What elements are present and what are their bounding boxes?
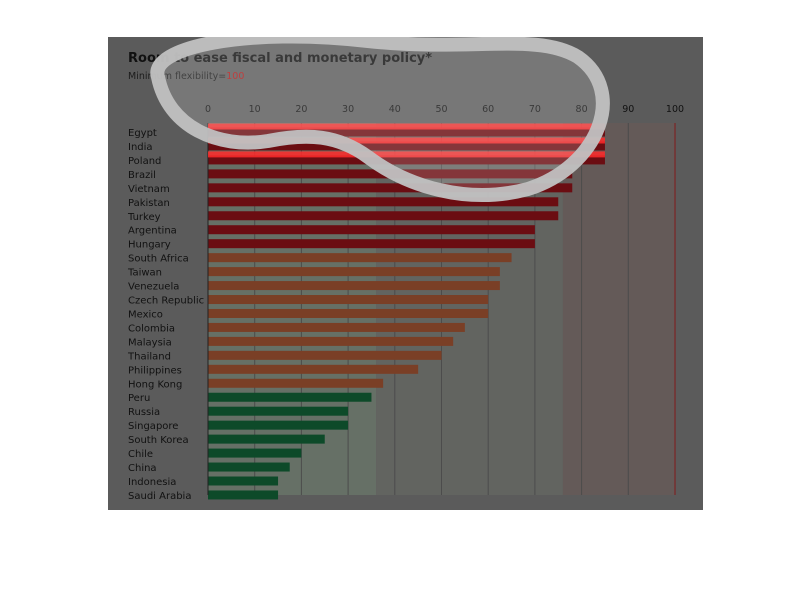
chart-title: Room to ease fiscal and monetary policy* <box>128 51 432 66</box>
x-tick-label-10: 10 <box>249 104 261 115</box>
x-tick-label-60: 60 <box>482 104 494 115</box>
category-label-egypt: Egypt <box>128 128 157 139</box>
bar-south-korea <box>208 434 325 444</box>
bar-russia <box>208 406 349 416</box>
category-label-south-africa: South Africa <box>128 254 189 265</box>
category-label-hong-kong: Hong Kong <box>128 379 182 390</box>
category-label-hungary: Hungary <box>128 240 171 251</box>
subtitle-value: 100 <box>226 71 244 82</box>
x-tick-label-70: 70 <box>529 104 541 115</box>
bar-venezuela <box>208 281 500 291</box>
bar-thailand <box>208 350 442 360</box>
category-label-venezuela: Venezuela <box>128 282 179 293</box>
category-label-taiwan: Taiwan <box>127 268 162 279</box>
category-label-south-korea: South Korea <box>128 435 189 446</box>
bar-china <box>208 462 290 472</box>
category-label-chile: Chile <box>128 449 153 460</box>
category-label-china: China <box>128 463 157 474</box>
bar-mexico <box>208 308 489 318</box>
bar-indonesia <box>208 476 279 486</box>
bar-argentina <box>208 225 535 235</box>
bar-taiwan <box>208 267 500 277</box>
subtitle-text: Minimum flexibility= <box>128 71 226 82</box>
highlight-stripe-1 <box>208 123 605 130</box>
bar-saudi-arabia <box>208 490 279 500</box>
bar-peru <box>208 392 372 402</box>
category-label-saudi-arabia: Saudi Arabia <box>128 491 191 502</box>
bar-malaysia <box>208 336 454 346</box>
category-label-mexico: Mexico <box>128 309 163 320</box>
category-label-vietnam: Vietnam <box>128 184 170 195</box>
bar-hungary <box>208 239 535 249</box>
x-tick-label-80: 80 <box>576 104 588 115</box>
x-tick-label-30: 30 <box>342 104 354 115</box>
bar-poland <box>208 155 605 165</box>
annotation-outline <box>150 37 610 202</box>
bar-vietnam <box>208 183 573 193</box>
bar-pakistan <box>208 197 559 207</box>
bar-egypt <box>208 127 605 137</box>
bar-singapore <box>208 420 349 430</box>
chart-panel: Room to ease fiscal and monetary policy*… <box>108 37 703 510</box>
bar-south-africa <box>208 253 512 263</box>
category-label-singapore: Singapore <box>128 421 178 432</box>
category-label-malaysia: Malaysia <box>128 337 172 348</box>
category-label-indonesia: Indonesia <box>128 477 176 488</box>
bar-hong-kong <box>208 378 384 388</box>
x-tick-label-20: 20 <box>295 104 307 115</box>
bar-philippines <box>208 364 419 374</box>
background-band-3 <box>562 123 675 495</box>
chart-plot: 0 10 20 30 40 50 60 70 80 90 100 Egypt India Poland Br… <box>127 37 684 502</box>
bar-czech-republic <box>208 295 489 305</box>
chart-subtitle: Minimum flexibility=100 <box>128 71 244 82</box>
highlight-stripe-3 <box>208 151 605 158</box>
x-tick-label-100: 100 <box>666 104 684 115</box>
category-label-colombia: Colombia <box>128 323 175 334</box>
category-label-peru: Peru <box>128 393 150 404</box>
bar-chile <box>208 448 302 458</box>
category-label-czech-republic: Czech Republic <box>128 296 204 307</box>
highlight-stripe-2 <box>208 137 605 144</box>
x-tick-label-90: 90 <box>622 104 634 115</box>
category-label-philippines: Philippines <box>128 365 182 376</box>
category-label-russia: Russia <box>128 407 160 418</box>
bar-colombia <box>208 322 465 332</box>
x-tick-label-50: 50 <box>435 104 447 115</box>
category-label-argentina: Argentina <box>128 226 177 237</box>
category-label-turkey: Turkey <box>127 212 161 223</box>
x-tick-label-40: 40 <box>389 104 401 115</box>
bar-india <box>208 141 605 151</box>
bar-turkey <box>208 211 559 221</box>
category-label-pakistan: Pakistan <box>128 198 170 209</box>
x-tick-label-0: 0 <box>205 104 211 115</box>
category-label-brazil: Brazil <box>128 170 156 181</box>
category-label-thailand: Thailand <box>127 351 171 362</box>
category-label-india: India <box>128 142 153 153</box>
category-label-poland: Poland <box>128 156 161 167</box>
